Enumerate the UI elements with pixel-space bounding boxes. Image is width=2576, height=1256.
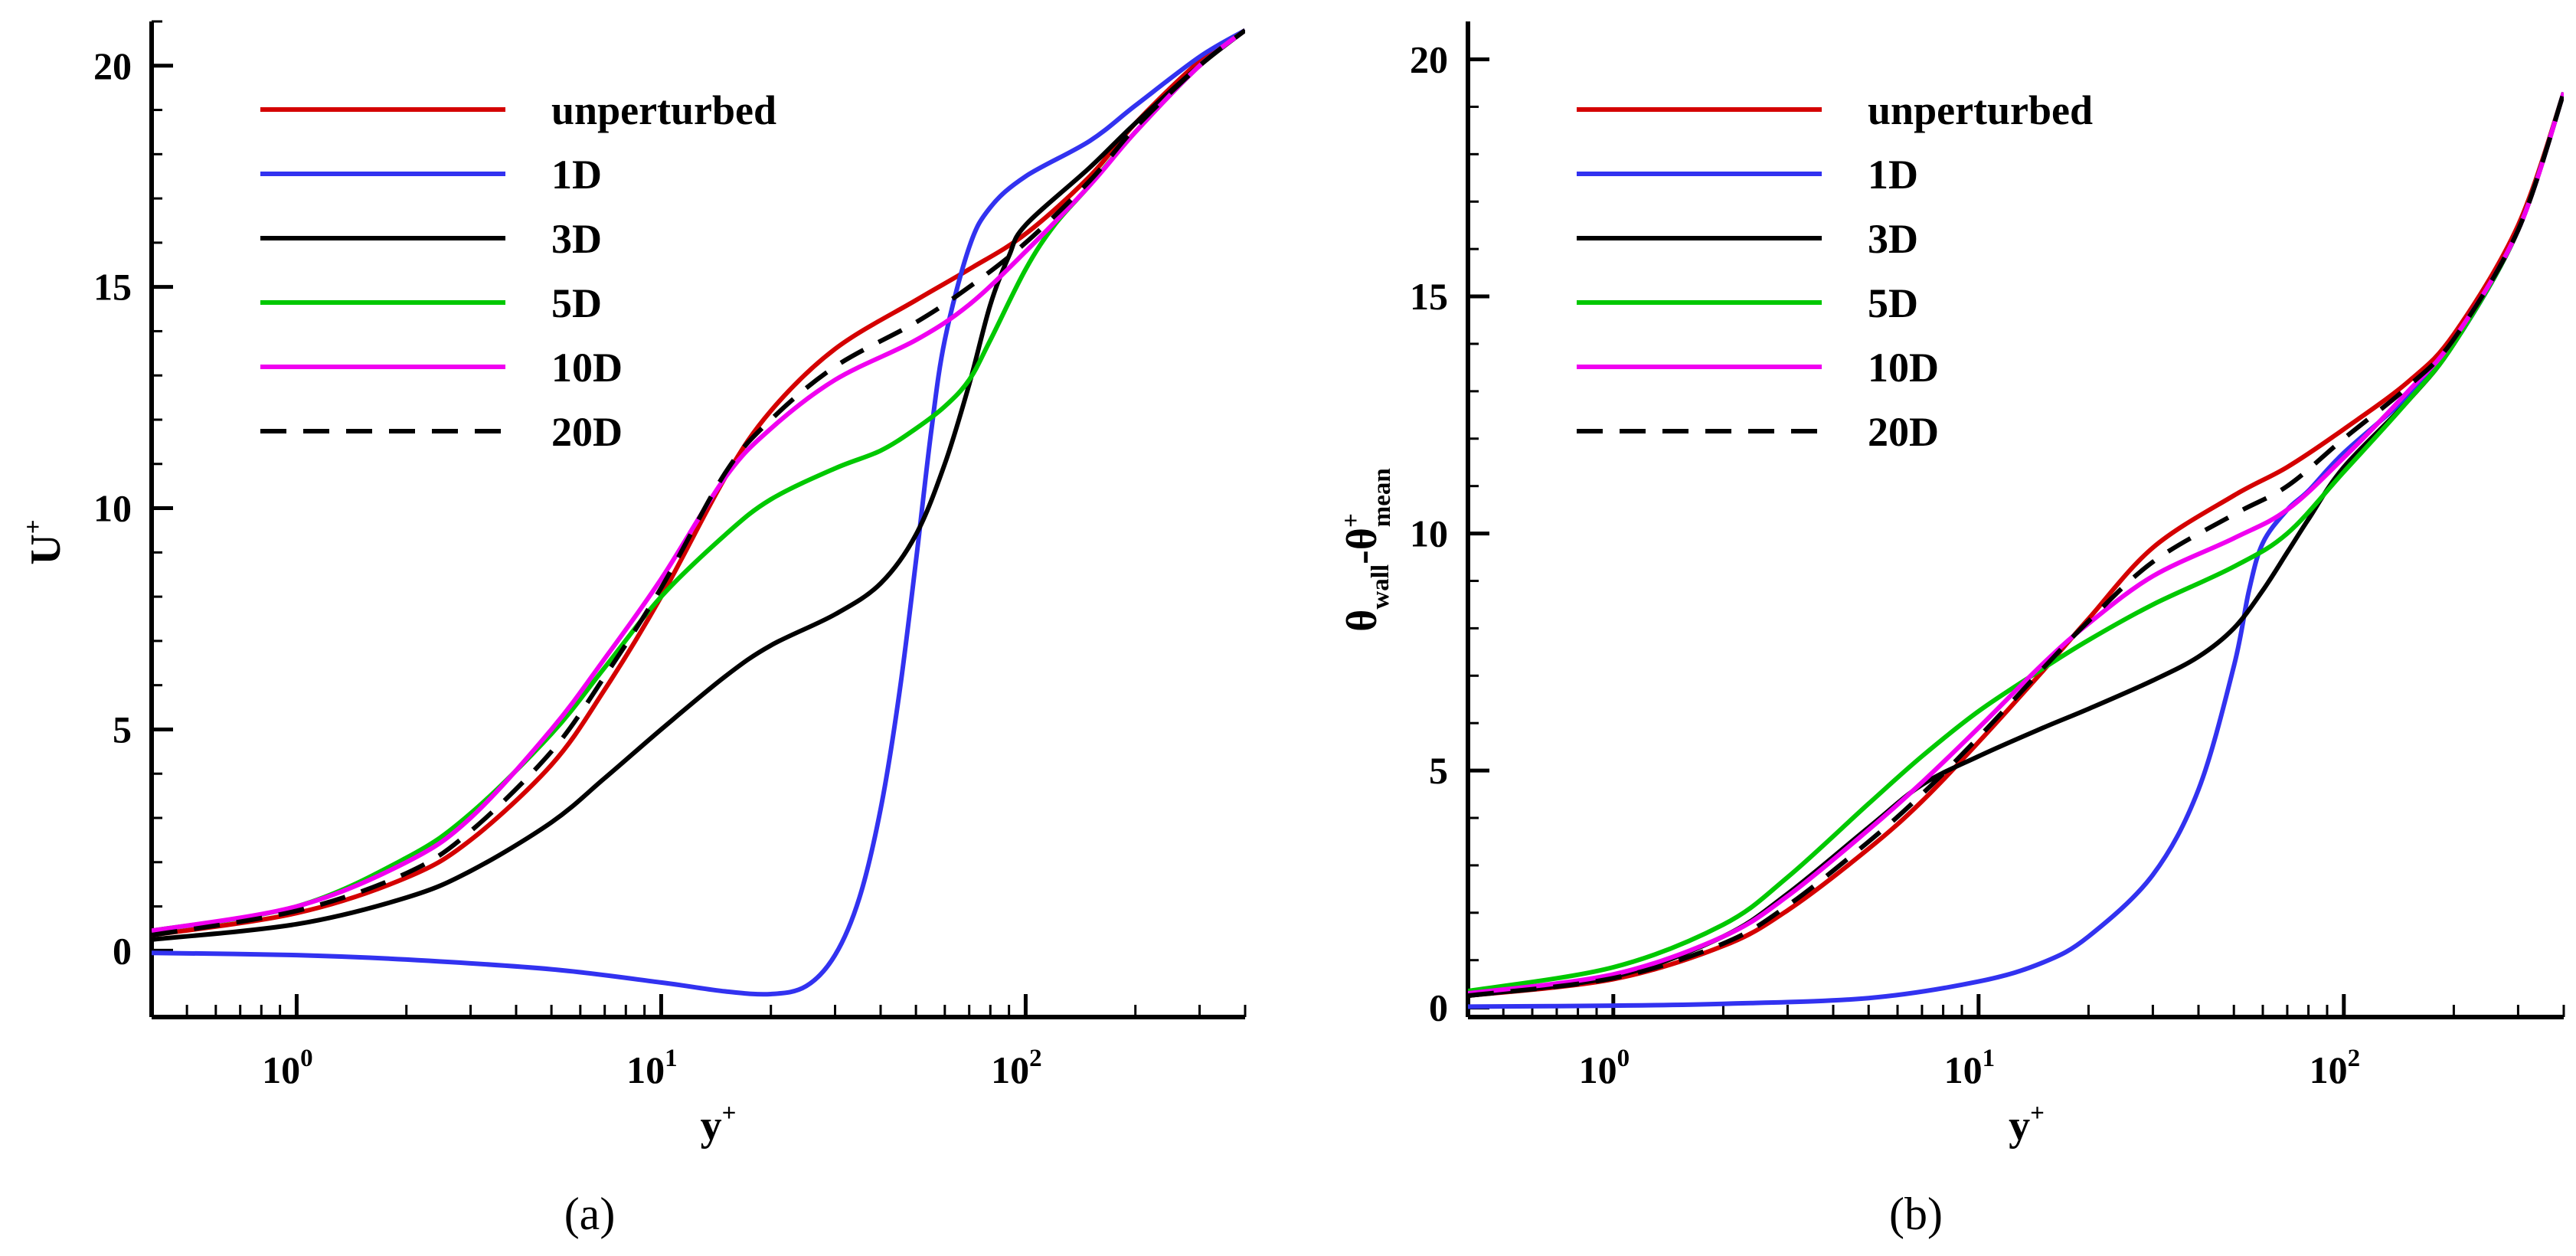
x-tick-base: 10	[626, 1048, 665, 1091]
plot-area	[152, 28, 1245, 997]
panel-caption: (a)	[564, 1189, 616, 1239]
x-tick-exponent: 1	[1983, 1045, 1996, 1072]
x-tick-base: 10	[262, 1048, 300, 1091]
y-tick-label: 15	[93, 266, 132, 309]
y-axis-title: θwall-θ+ mean	[1338, 468, 1396, 632]
legend-label-20d: 20D	[1868, 409, 1939, 455]
x-axis-title: y+	[701, 1100, 737, 1150]
y-axis-title-theta-mean: -θ	[1339, 528, 1386, 564]
y-tick-label: 5	[113, 708, 132, 751]
legend-label-3d: 3D	[551, 216, 602, 262]
x-tick-exponent: 0	[300, 1045, 313, 1072]
y-axis-title-sup: +	[20, 519, 47, 534]
x-tick-exponent: 1	[665, 1045, 678, 1072]
y-axis-title-base: U	[22, 534, 70, 564]
plot-area	[1468, 91, 2564, 1009]
legend-label-1d: 1D	[1868, 152, 1918, 198]
y-tick-label: 0	[113, 929, 132, 972]
series-line-3d	[152, 28, 1245, 942]
x-axis-title-base: y	[2009, 1102, 2030, 1150]
series-line-20d	[152, 28, 1245, 938]
x-tick-label: 102	[2310, 1045, 2361, 1091]
x-tick-label: 101	[1944, 1045, 1996, 1091]
x-tick-exponent: 0	[1617, 1045, 1630, 1072]
x-tick-base: 10	[2310, 1048, 2348, 1091]
y-tick-label: 20	[1410, 38, 1448, 81]
series-line-unperturbed	[1468, 91, 2564, 999]
y-axis-title: U+	[20, 519, 70, 564]
legend-label-5d: 5D	[551, 280, 602, 326]
y-tick-label: 0	[1429, 986, 1448, 1029]
x-axis-title: y+	[2009, 1100, 2045, 1150]
legend-label-unperturbed: unperturbed	[551, 87, 776, 133]
series-line-5d	[1468, 91, 2564, 993]
y-tick-label: 15	[1410, 275, 1448, 318]
y-axis-title-sub-wall: wall	[1367, 564, 1394, 610]
x-tick-exponent: 2	[2348, 1045, 2361, 1072]
legend-label-1d: 1D	[551, 152, 602, 198]
y-tick-label: 10	[93, 487, 132, 530]
y-tick-label: 10	[1410, 512, 1448, 555]
x-axis-title-sup: +	[2030, 1100, 2045, 1127]
series-line-10d	[152, 28, 1245, 934]
x-tick-exponent: 2	[1029, 1045, 1042, 1072]
series-line-10d	[1468, 91, 2564, 996]
x-tick-base: 10	[1579, 1048, 1617, 1091]
y-tick-label: 20	[93, 44, 132, 87]
legend-label-unperturbed: unperturbed	[1868, 87, 2093, 133]
legend-label-10d: 10D	[1868, 345, 1939, 391]
legend-label-5d: 5D	[1868, 280, 1918, 326]
series-line-20d	[1468, 91, 2564, 999]
x-axis-title-sup: +	[722, 1100, 737, 1127]
y-axis-title-theta-wall: θ	[1339, 610, 1386, 632]
panel-caption: (b)	[1889, 1189, 1943, 1239]
series-line-unperturbed	[152, 28, 1245, 938]
x-axis-title-base: y	[701, 1102, 722, 1150]
legend-label-20d: 20D	[551, 409, 623, 455]
legend: unperturbed 1D 3D 5D 10D 20D	[1577, 87, 2093, 455]
y-tick-label: 5	[1429, 749, 1448, 792]
series-line-5d	[152, 28, 1245, 934]
series-line-1d	[152, 28, 1245, 997]
x-tick-label: 100	[262, 1045, 313, 1091]
legend: unperturbed 1D 3D 5D 10D 20D	[260, 87, 776, 455]
x-tick-base: 10	[1944, 1048, 1983, 1091]
legend-label-10d: 10D	[551, 345, 623, 391]
x-tick-label: 102	[991, 1045, 1042, 1091]
y-axis-title-sub-mean: mean	[1368, 468, 1396, 527]
x-tick-base: 10	[991, 1048, 1029, 1091]
x-tick-label: 100	[1579, 1045, 1630, 1091]
x-tick-label: 101	[626, 1045, 678, 1091]
series-line-3d	[1468, 91, 2564, 999]
y-axis-title-sup: +	[1338, 513, 1365, 528]
series-line-1d	[1468, 91, 2564, 1009]
legend-label-3d: 3D	[1868, 216, 1918, 262]
